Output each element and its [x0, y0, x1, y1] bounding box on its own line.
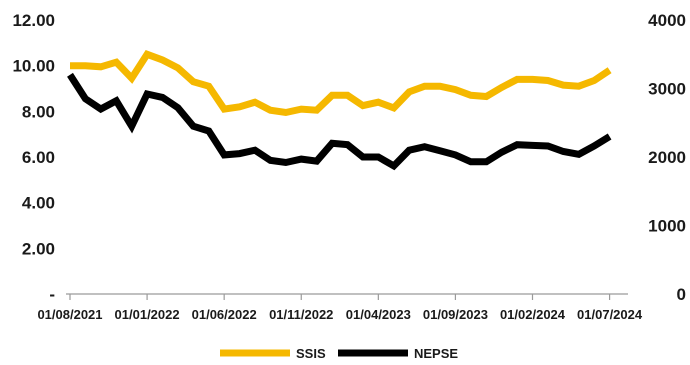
x-axis-ticks: 01/08/2021 01/01/2022 01/06/2022 01/11/2022…	[37, 294, 643, 322]
left-y-tick-label: 10.00	[12, 57, 55, 76]
right-y-tick-label: 3000	[648, 80, 686, 99]
left-y-tick-label: 8.00	[22, 102, 55, 121]
left-y-axis: - 2.00 4.00 6.00 8.00 10.00 12.00	[12, 11, 55, 304]
left-y-tick-label: 6.00	[22, 148, 55, 167]
series-line-nepse	[67, 72, 612, 171]
right-y-tick-label: 1000	[648, 217, 686, 236]
left-y-tick-label: 4.00	[22, 194, 55, 213]
right-y-axis: 0 1000 2000 3000 4000	[648, 11, 686, 304]
left-y-tick-label: 12.00	[12, 11, 55, 30]
right-y-tick-label: 2000	[648, 148, 686, 167]
series-line-ssis	[70, 50, 612, 117]
plot-series	[67, 50, 612, 171]
legend-label-ssis: SSIS	[296, 346, 326, 361]
left-y-tick-label: 2.00	[22, 239, 55, 258]
right-y-tick-label: 0	[677, 285, 686, 304]
x-tick-label: 01/08/2021	[37, 307, 102, 322]
x-tick-label: 01/06/2022	[192, 307, 257, 322]
legend-label-nepse: NEPSE	[414, 346, 458, 361]
left-y-tick-label: -	[49, 285, 55, 304]
x-tick-label: 01/02/2024	[500, 307, 566, 322]
x-tick-label: 01/01/2022	[115, 307, 180, 322]
right-y-tick-label: 4000	[648, 11, 686, 30]
x-tick-label: 01/07/2024	[577, 307, 643, 322]
x-tick-label: 01/11/2022	[269, 307, 333, 322]
x-tick-label: 01/09/2023	[423, 307, 488, 322]
x-tick-label: 01/04/2023	[346, 307, 411, 322]
legend: SSIS NEPSE	[220, 346, 458, 361]
